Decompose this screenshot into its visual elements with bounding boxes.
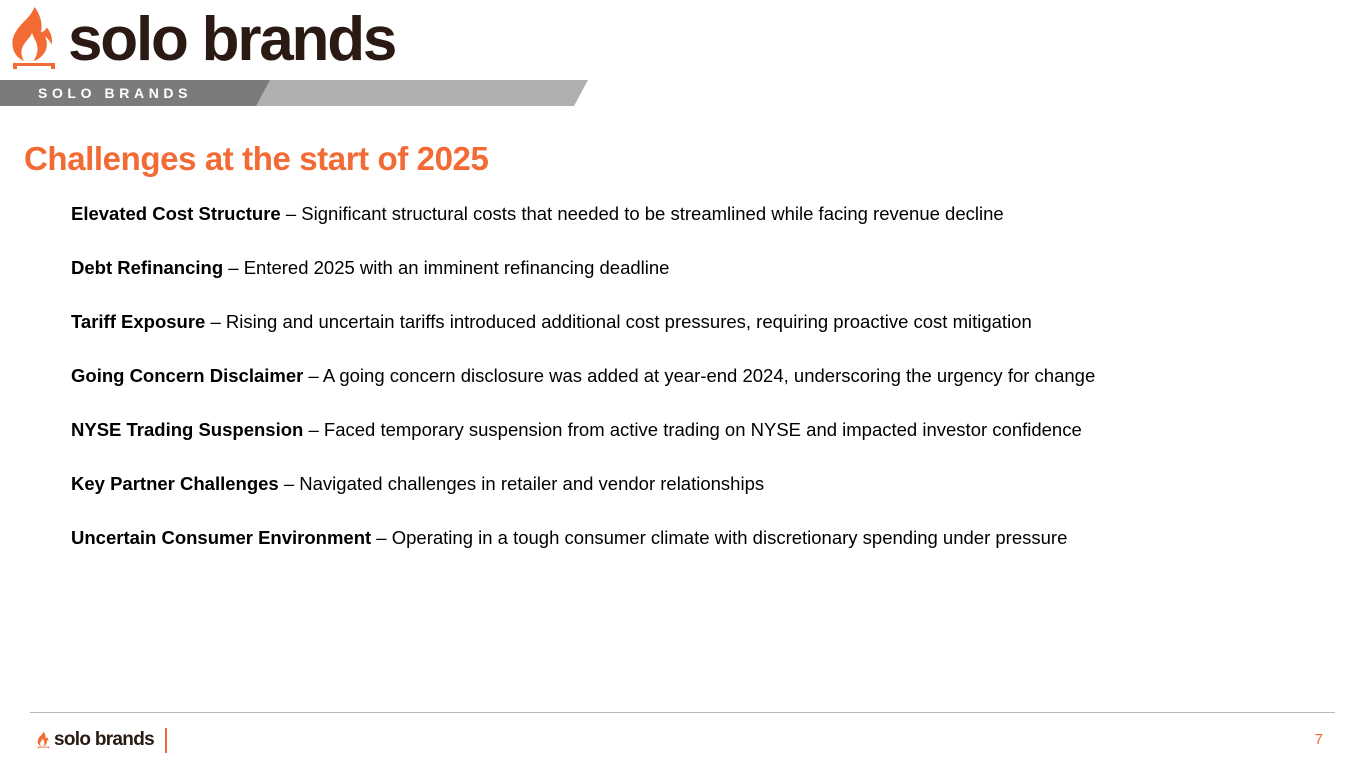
- page-title: Challenges at the start of 2025: [24, 140, 489, 177]
- list-item-term: Going Concern Disclaimer: [71, 365, 304, 386]
- list-item-term: Debt Refinancing: [71, 257, 229, 278]
- list-item-term: Key Partner Challenges: [71, 473, 279, 494]
- brand-wordmark: solo brands: [68, 5, 397, 74]
- flame-icon: [36, 731, 51, 750]
- list-item-term: Elevated Cost Structure: [71, 203, 281, 224]
- list-item-description: – Operating in a tough consumer climate …: [371, 527, 1068, 548]
- list-item-description: – A going concern disclosure was added a…: [303, 365, 1096, 386]
- list-item-description: – Navigated challenges in retailer and v…: [278, 473, 765, 494]
- list-item-description: – Faced temporary suspension from active…: [303, 419, 1082, 440]
- header-banner: SOLO BRANDS: [0, 80, 600, 106]
- footer-wordmark: solo brands: [54, 729, 155, 750]
- brand-lockup: solo brands: [6, 4, 397, 76]
- banner-label: SOLO BRANDS: [38, 85, 193, 101]
- list-item: NYSE Trading Suspension – Faced temporar…: [71, 416, 1231, 443]
- list-item-description: – Entered 2025 with an imminent refinanc…: [228, 257, 670, 278]
- list-item-term: Uncertain Consumer Environment: [71, 527, 372, 548]
- footer-accent-bar: [164, 727, 167, 753]
- banner-dark-shape: [0, 80, 270, 106]
- list-item-term: Tariff Exposure: [71, 311, 206, 332]
- challenges-list: Elevated Cost Structure – Significant st…: [71, 200, 1231, 551]
- page-number: 7: [1314, 731, 1323, 748]
- list-item-description: – Significant structural costs that need…: [280, 203, 1004, 224]
- slide-header: solo brands SOLO BRANDS: [0, 0, 1365, 118]
- list-item: Uncertain Consumer Environment – Operati…: [71, 524, 1231, 551]
- list-item: Tariff Exposure – Rising and uncertain t…: [71, 308, 1231, 335]
- footer-divider-rule: [30, 712, 1335, 713]
- list-item: Elevated Cost Structure – Significant st…: [71, 200, 1231, 227]
- list-item-description: – Rising and uncertain tariffs introduce…: [205, 311, 1032, 332]
- footer-brand-lockup: solo brands: [36, 726, 167, 754]
- list-item: Debt Refinancing – Entered 2025 with an …: [71, 254, 1231, 281]
- list-item: Going Concern Disclaimer – A going conce…: [71, 362, 1231, 389]
- list-item: Key Partner Challenges – Navigated chall…: [71, 470, 1231, 497]
- list-item-term: NYSE Trading Suspension: [71, 419, 304, 440]
- flame-icon: [6, 7, 62, 73]
